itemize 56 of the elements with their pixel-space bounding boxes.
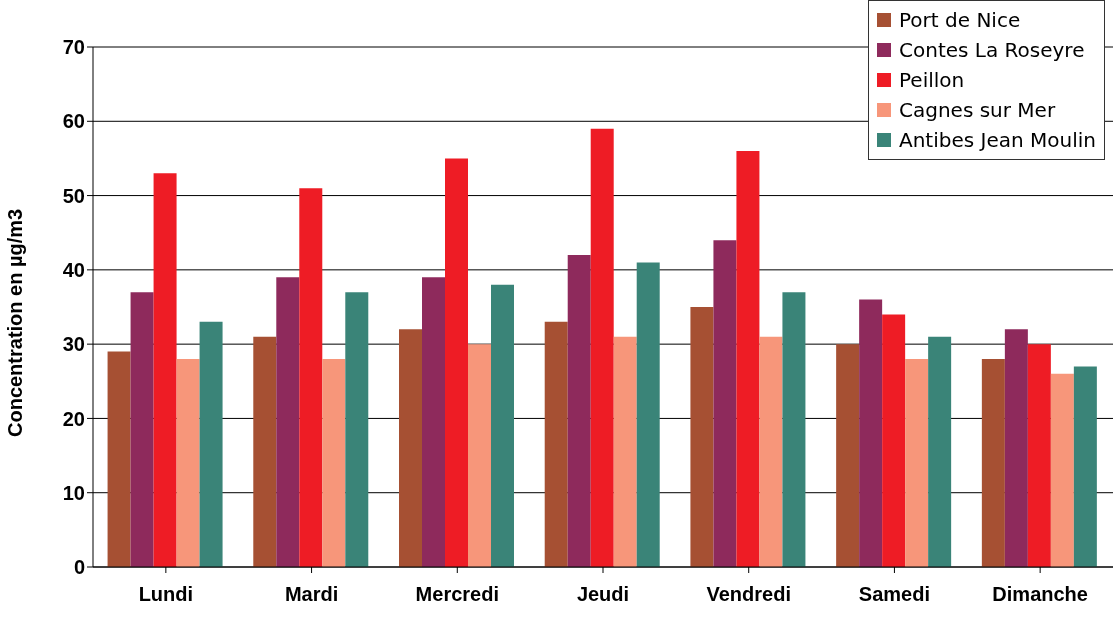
bar (928, 336, 952, 567)
bar (253, 336, 277, 567)
bar (882, 314, 906, 567)
y-tick-label: 70 (62, 36, 85, 59)
bar (422, 277, 445, 567)
bar (176, 359, 200, 567)
bar (399, 329, 422, 567)
bar (859, 299, 883, 567)
y-tick-label: 50 (62, 184, 85, 207)
x-tick-label: Mardi (284, 583, 339, 606)
legend-label: Contes La Roseyre (899, 37, 1085, 64)
x-tick-label: Mercredi (415, 583, 499, 606)
bar (491, 284, 514, 567)
bar (713, 240, 737, 567)
bar (590, 128, 614, 567)
bar (836, 344, 860, 567)
bar (736, 151, 760, 567)
y-tick-label: 10 (62, 481, 85, 504)
bar (544, 321, 568, 567)
y-tick-label: 0 (73, 556, 85, 579)
bar (445, 158, 468, 567)
bar (567, 255, 591, 567)
x-tick-label: Samedi (858, 583, 931, 606)
bar (468, 344, 491, 567)
bar (690, 307, 714, 567)
legend-label: Cagnes sur Mer (899, 97, 1056, 124)
bar (759, 336, 783, 567)
bar (107, 351, 131, 567)
bar (299, 188, 323, 567)
y-tick-label: 60 (62, 110, 85, 133)
bar (153, 173, 177, 567)
bar (636, 262, 660, 567)
bar (1027, 344, 1051, 567)
legend-label: Port de Nice (899, 7, 1021, 34)
y-tick-label: 30 (62, 333, 85, 356)
bar (276, 277, 300, 567)
x-tick-label: Vendredi (706, 583, 791, 606)
bar (782, 292, 806, 567)
bar (199, 321, 223, 567)
bar (905, 359, 929, 567)
bar (322, 359, 346, 567)
legend-label: Antibes Jean Moulin (899, 127, 1096, 154)
bar (1050, 373, 1074, 567)
x-tick-label: Jeudi (576, 583, 630, 606)
y-axis-title: Concentration en µg/m3 (4, 208, 27, 437)
bar (130, 292, 154, 567)
bar (981, 359, 1005, 567)
y-tick-label: 20 (62, 407, 85, 430)
bar (613, 336, 637, 567)
y-tick-label: 40 (62, 258, 85, 281)
x-tick-label: Dimanche (992, 583, 1088, 606)
bar (345, 292, 369, 567)
legend-label: Peillon (899, 67, 965, 94)
bar (1073, 366, 1097, 567)
bar (1004, 329, 1028, 567)
x-tick-label: Lundi (138, 583, 194, 606)
